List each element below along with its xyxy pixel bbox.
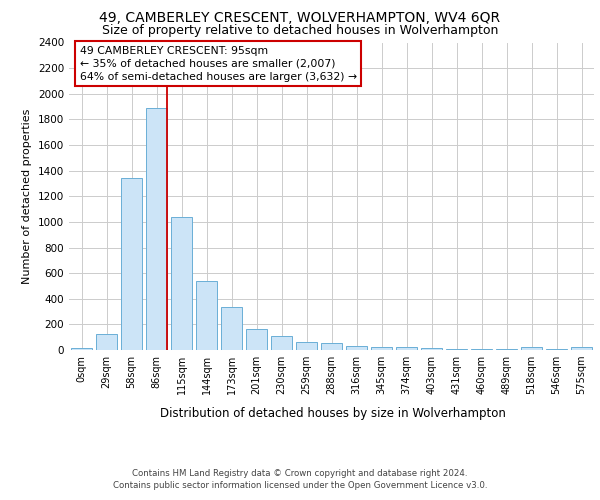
Bar bbox=[571, 348, 592, 350]
Bar bbox=[371, 347, 392, 350]
Text: Contains HM Land Registry data © Crown copyright and database right 2024.: Contains HM Land Registry data © Crown c… bbox=[132, 469, 468, 478]
Bar bbox=[146, 108, 167, 350]
Bar bbox=[396, 348, 417, 350]
Text: Size of property relative to detached houses in Wolverhampton: Size of property relative to detached ho… bbox=[102, 24, 498, 37]
Bar bbox=[171, 217, 192, 350]
Bar bbox=[196, 281, 217, 350]
Bar bbox=[71, 348, 92, 350]
Bar bbox=[221, 307, 242, 350]
Text: 49 CAMBERLEY CRESCENT: 95sqm
← 35% of detached houses are smaller (2,007)
64% of: 49 CAMBERLEY CRESCENT: 95sqm ← 35% of de… bbox=[79, 46, 356, 82]
Bar bbox=[521, 348, 542, 350]
Text: Contains public sector information licensed under the Open Government Licence v3: Contains public sector information licen… bbox=[113, 481, 487, 490]
Bar bbox=[321, 343, 342, 350]
Y-axis label: Number of detached properties: Number of detached properties bbox=[22, 108, 32, 284]
Bar bbox=[96, 334, 117, 350]
Bar bbox=[346, 346, 367, 350]
Bar bbox=[296, 342, 317, 350]
Text: Distribution of detached houses by size in Wolverhampton: Distribution of detached houses by size … bbox=[160, 408, 506, 420]
Text: 49, CAMBERLEY CRESCENT, WOLVERHAMPTON, WV4 6QR: 49, CAMBERLEY CRESCENT, WOLVERHAMPTON, W… bbox=[100, 12, 500, 26]
Bar bbox=[246, 329, 267, 350]
Bar bbox=[421, 348, 442, 350]
Bar bbox=[121, 178, 142, 350]
Bar bbox=[271, 336, 292, 350]
